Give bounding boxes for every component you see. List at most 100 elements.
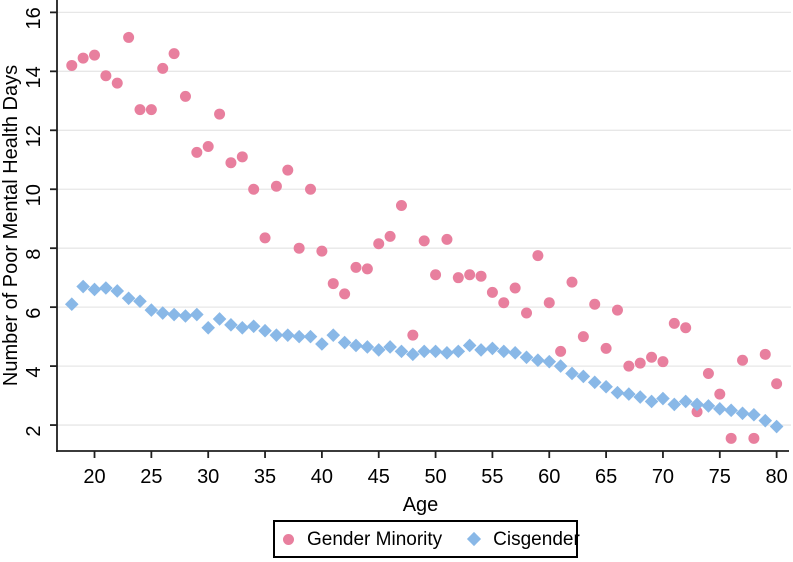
data-point-gender-minority (464, 269, 476, 281)
data-point-cisgender (462, 338, 477, 353)
data-point-gender-minority (407, 329, 419, 341)
data-point-gender-minority (498, 297, 510, 309)
data-point-gender-minority (566, 276, 578, 288)
data-point-gender-minority (452, 272, 464, 284)
data-point-cisgender (690, 397, 704, 412)
y-axis-title: Number of Poor Mental Health Days (0, 65, 22, 386)
data-point-cisgender (76, 279, 90, 294)
data-point-gender-minority (134, 104, 146, 116)
cisgender-diamond-marker (467, 531, 482, 547)
data-point-gender-minority (668, 317, 680, 329)
data-point-gender-minority (657, 356, 669, 368)
x-tick-label: 45 (368, 466, 390, 488)
data-point-gender-minority (305, 183, 317, 195)
data-point-cisgender (269, 328, 284, 342)
data-point-cisgender (485, 341, 500, 356)
data-point-gender-minority (270, 180, 282, 192)
data-point-gender-minority (293, 242, 305, 254)
data-point-gender-minority (214, 108, 226, 120)
x-axis-title: Age (403, 494, 439, 516)
data-point-gender-minority (543, 297, 555, 309)
data-point-gender-minority (361, 263, 373, 275)
data-point-cisgender (121, 291, 136, 306)
x-tick-label: 70 (652, 466, 674, 488)
x-tick-label: 40 (311, 466, 333, 488)
data-point-gender-minority (339, 288, 351, 300)
data-point-gender-minority (123, 31, 135, 43)
data-point-cisgender (133, 294, 147, 309)
gender-minority-circle-marker (283, 533, 294, 545)
x-tick-label: 35 (254, 466, 276, 488)
data-point-gender-minority (475, 270, 487, 282)
y-tick-label: 12 (23, 125, 45, 147)
data-point-gender-minority (191, 146, 203, 158)
y-tick-label: 16 (23, 7, 45, 29)
data-point-cisgender (258, 323, 272, 338)
data-point-cisgender (724, 403, 738, 418)
data-point-cisgender (735, 406, 750, 421)
data-point-gender-minority (248, 183, 260, 195)
data-point-gender-minority (737, 354, 749, 366)
data-point-cisgender (565, 366, 579, 381)
x-tick-label: 50 (424, 466, 446, 488)
x-tick-label: 55 (481, 466, 503, 488)
data-point-cisgender (178, 309, 193, 323)
data-point-cisgender (280, 328, 295, 342)
data-point-gender-minority (623, 360, 635, 372)
data-point-gender-minority (395, 199, 407, 211)
data-point-cisgender (417, 344, 432, 359)
data-point-cisgender (576, 369, 591, 384)
y-tick-label: 10 (23, 184, 45, 206)
data-point-gender-minority (771, 378, 783, 390)
legend-label-cisgender: Cisgender (493, 528, 580, 550)
y-tick-label: 14 (23, 66, 45, 88)
x-tick-label: 65 (595, 466, 617, 488)
data-point-cisgender (553, 359, 568, 373)
data-point-cisgender (224, 318, 238, 332)
data-point-cisgender (110, 284, 125, 298)
data-point-cisgender (587, 375, 602, 390)
x-tick-label: 80 (766, 466, 788, 488)
data-point-cisgender (428, 344, 443, 359)
data-point-gender-minority (225, 157, 237, 169)
data-point-cisgender (508, 346, 522, 360)
data-point-cisgender (644, 394, 659, 409)
data-point-cisgender (303, 329, 318, 344)
x-tick-label: 20 (83, 466, 105, 488)
data-point-cisgender (87, 282, 102, 297)
data-point-cisgender (542, 354, 557, 369)
data-point-gender-minority (100, 70, 112, 82)
data-point-gender-minority (759, 348, 771, 360)
data-point-cisgender (64, 297, 79, 312)
data-point-cisgender (712, 402, 727, 416)
data-point-gender-minority (509, 282, 521, 294)
data-point-cisgender (599, 379, 613, 394)
data-point-gender-minority (282, 164, 294, 176)
data-point-cisgender (99, 281, 113, 295)
data-point-gender-minority (168, 48, 180, 60)
data-point-cisgender (667, 397, 682, 412)
data-point-cisgender (383, 340, 397, 354)
legend-item-gender-minority: Gender Minority (275, 530, 442, 549)
data-point-gender-minority (714, 388, 726, 400)
data-point-cisgender (701, 399, 716, 413)
data-point-cisgender (678, 394, 693, 409)
legend-item-cisgender: Cisgender (442, 530, 580, 549)
data-point-gender-minority (66, 59, 78, 71)
data-point-cisgender (769, 419, 784, 434)
data-point-cisgender (212, 312, 227, 326)
x-tick-label: 25 (140, 466, 162, 488)
x-tick-label: 30 (197, 466, 219, 488)
data-point-cisgender (496, 344, 511, 359)
y-tick-label: 4 (23, 367, 45, 378)
data-point-cisgender (190, 307, 204, 322)
data-point-gender-minority (646, 351, 658, 363)
data-point-cisgender (292, 329, 306, 344)
data-point-cisgender (451, 344, 466, 359)
data-point-gender-minority (725, 432, 737, 444)
data-point-gender-minority (611, 304, 623, 316)
data-point-cisgender (474, 343, 488, 357)
data-point-cisgender (622, 387, 636, 401)
